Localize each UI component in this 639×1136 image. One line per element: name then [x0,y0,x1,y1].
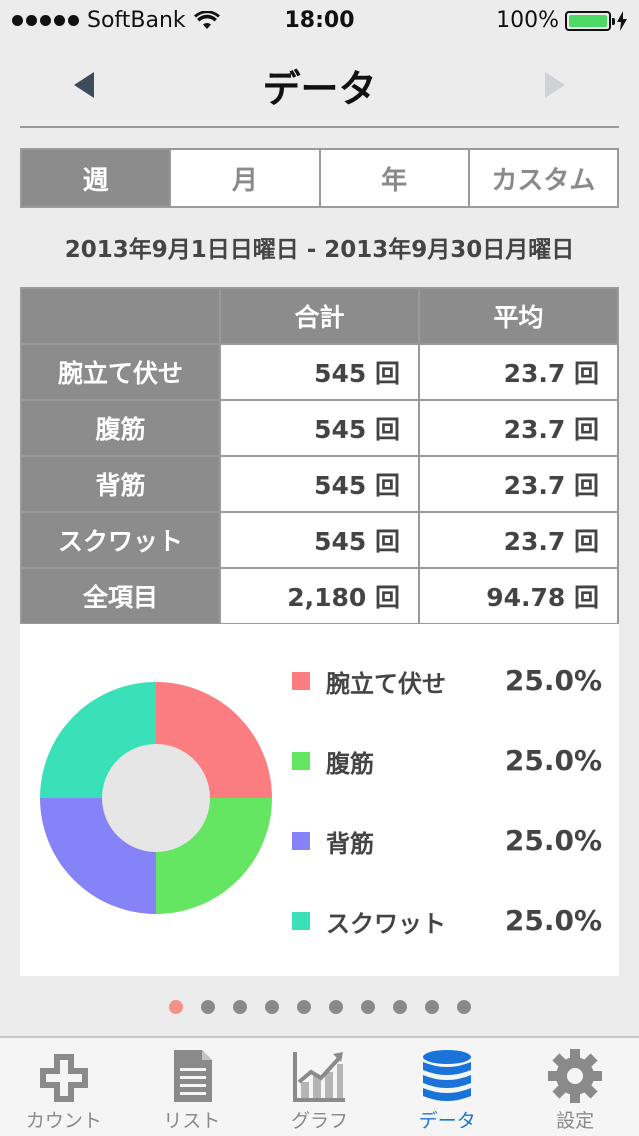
donut-chart [40,682,272,914]
chart-panel: 腕立て伏せ 25.0% 腹筋 25.0% 背筋 25.0% スクワット 25.0… [20,624,619,976]
legend-item: 背筋 25.0% [292,816,602,858]
period-segmented-control: 週 月 年 カスタム [20,148,619,208]
page-dot[interactable] [328,1000,343,1014]
page-dot[interactable] [264,1000,279,1014]
tab-settings[interactable]: 設定 [511,1038,639,1136]
row-average: 23.7 回 [418,399,619,457]
segment-month[interactable]: 月 [169,150,318,206]
table-header-blank [20,287,221,345]
table-row: 背筋 545 回 23.7 回 [20,455,619,513]
row-total: 545 回 [219,399,420,457]
legend-swatch [292,752,310,770]
row-name: 背筋 [20,455,221,513]
row-name: 腹筋 [20,399,221,457]
tab-label: グラフ [290,1110,348,1132]
table-row-all: 全項目 2,180 回 94.78 回 [20,567,619,625]
table-row: 腕立て伏せ 545 回 23.7 回 [20,343,619,401]
segment-week[interactable]: 週 [22,150,170,206]
segment-year[interactable]: 年 [318,150,468,206]
row-total: 545 回 [219,511,420,569]
legend-label: 腕立て伏せ [326,670,446,698]
page-indicator[interactable] [0,1000,639,1014]
page-dot[interactable] [232,1000,247,1014]
tab-label: データ [418,1110,476,1132]
row-total: 2,180 回 [219,567,420,625]
signal-strength-icon [12,15,79,26]
legend-item: 腕立て伏せ 25.0% [292,656,602,698]
tab-label: カウント [25,1110,102,1132]
page-dot[interactable] [168,1000,183,1014]
line-chart-icon [293,1052,346,1102]
tab-count[interactable]: カウント [0,1038,128,1136]
database-icon [423,1050,472,1101]
charging-bolt-icon [617,10,627,31]
row-average: 23.7 回 [418,511,619,569]
legend-percent: 25.0% [504,664,602,697]
table-header-average: 平均 [418,287,619,345]
carrier-label: SoftBank [87,8,186,33]
legend-swatch [292,672,310,690]
row-average: 23.7 回 [418,343,619,401]
donut-hole [102,744,210,852]
legend-item: スクワット 25.0% [292,896,602,938]
tab-bar: カウント リスト グラフ デ [0,1036,639,1136]
tab-data[interactable]: データ [383,1038,511,1136]
gear-icon [548,1049,603,1103]
legend-percent: 25.0% [504,744,602,777]
table-header-total: 合計 [219,287,420,345]
battery-percent: 100% [496,8,559,33]
segment-custom[interactable]: カスタム [467,150,617,206]
status-bar-left: SoftBank [12,8,220,33]
date-range-label: 2013年9月1日日曜日 - 2013年9月30日月曜日 [64,237,575,263]
row-total: 545 回 [219,455,420,513]
legend-percent: 25.0% [504,824,602,857]
tab-list[interactable]: リスト [128,1038,256,1136]
row-name: 腕立て伏せ [20,343,221,401]
page-dot[interactable] [392,1000,407,1014]
row-name: スクワット [20,511,221,569]
page-dot[interactable] [360,1000,375,1014]
legend-label: 背筋 [326,830,374,858]
status-time: 18:00 [284,8,355,33]
page-dot[interactable] [296,1000,311,1014]
table-row: スクワット 545 回 23.7 回 [20,511,619,569]
row-name: 全項目 [20,567,221,625]
document-icon [173,1050,212,1102]
status-bar: SoftBank 18:00 100% [0,0,639,40]
row-average: 94.78 回 [418,567,619,625]
status-bar-right: 100% [496,8,627,33]
left-triangle-icon[interactable] [70,70,100,100]
legend-percent: 25.0% [504,904,602,937]
page-dot[interactable] [456,1000,471,1014]
legend-label: 腹筋 [326,750,374,778]
table-row: 腹筋 545 回 23.7 回 [20,399,619,457]
plus-icon [39,1054,88,1102]
page-dot[interactable] [424,1000,439,1014]
legend-swatch [292,832,310,850]
right-triangle-icon[interactable] [539,70,569,100]
legend-swatch [292,912,310,930]
row-total: 545 回 [219,343,420,401]
tab-label: 設定 [556,1110,595,1132]
nav-divider [20,126,619,128]
table-header-row: 合計 平均 [20,287,619,345]
navigation-bar: データ [0,40,639,128]
tab-label: リスト [163,1110,221,1132]
tab-graph[interactable]: グラフ [256,1038,384,1136]
page-dot[interactable] [200,1000,215,1014]
page-title: データ [262,67,377,111]
battery-icon [565,10,615,31]
row-average: 23.7 回 [418,455,619,513]
summary-table: 合計 平均 腕立て伏せ 545 回 23.7 回 腹筋 545 回 23.7 回… [20,287,619,625]
wifi-icon [193,10,220,29]
legend-label: スクワット [326,910,446,938]
legend-item: 腹筋 25.0% [292,736,602,778]
